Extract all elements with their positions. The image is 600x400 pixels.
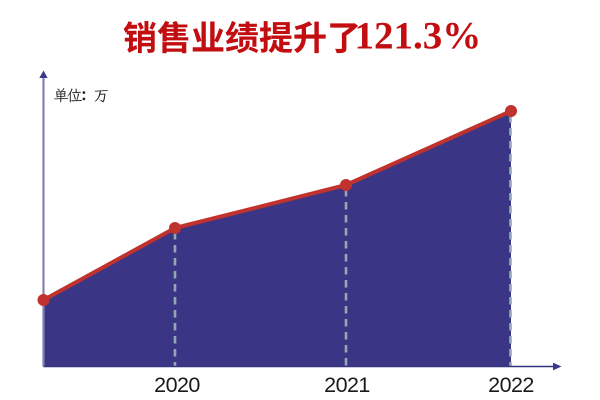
svg-text:121.3%: 121.3%	[355, 15, 482, 58]
svg-text:2022: 2022	[488, 373, 534, 397]
svg-text:2020: 2020	[154, 373, 200, 397]
svg-text:2021: 2021	[324, 373, 370, 397]
